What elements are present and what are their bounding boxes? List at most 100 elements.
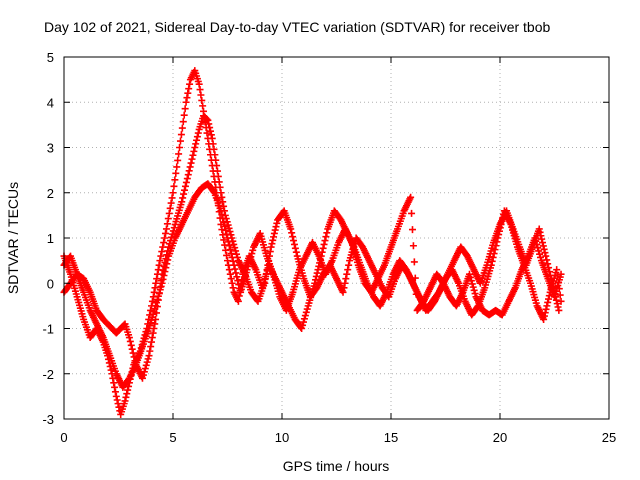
data-point [181, 105, 189, 113]
data-point [152, 279, 160, 287]
data-point [246, 256, 254, 264]
data-point [545, 295, 553, 303]
data-point [302, 308, 310, 316]
data-point [203, 115, 211, 123]
data-point [545, 292, 553, 300]
data-point [155, 289, 163, 297]
data-point [186, 80, 194, 88]
data-point [195, 80, 203, 88]
data-point [345, 261, 353, 269]
data-point [174, 156, 182, 164]
data-point [187, 159, 195, 167]
data-point [163, 220, 171, 228]
data-point [152, 299, 160, 307]
data-point [153, 295, 161, 303]
data-point [291, 244, 299, 252]
data-point [231, 265, 239, 273]
data-point [544, 298, 552, 306]
data-point [539, 239, 547, 247]
data-point [157, 282, 165, 290]
data-point [168, 194, 176, 202]
data-point [159, 243, 167, 251]
data-point [232, 269, 240, 277]
data-point [149, 329, 157, 337]
data-point [261, 279, 269, 287]
data-point [230, 261, 238, 269]
data-point [541, 309, 549, 317]
data-point [553, 300, 561, 308]
data-point [292, 248, 300, 256]
data-point [248, 250, 256, 258]
data-point [343, 270, 351, 278]
data-point [121, 397, 129, 405]
data-point [128, 345, 136, 353]
data-point [185, 85, 193, 93]
data-point [164, 215, 172, 223]
data-point [184, 89, 192, 97]
data-point [266, 248, 274, 256]
data-point [543, 302, 551, 310]
data-point [243, 266, 251, 274]
data-point [207, 131, 215, 139]
data-point [197, 91, 205, 99]
data-point [218, 211, 226, 219]
data-point [299, 318, 307, 326]
data-point [147, 306, 155, 314]
data-point [172, 169, 180, 177]
data-point [556, 291, 564, 299]
data-point [303, 305, 311, 313]
data-point [339, 288, 347, 296]
data-point [112, 392, 120, 400]
data-point [143, 358, 151, 366]
data-point [540, 312, 548, 320]
data-point [262, 270, 270, 278]
data-point [535, 247, 543, 255]
data-point [298, 325, 306, 332]
data-point [125, 334, 133, 342]
data-point [272, 223, 280, 231]
data-point [138, 374, 146, 382]
data-point [229, 284, 237, 292]
data-point [156, 286, 164, 294]
data-point [219, 198, 227, 206]
data-point [469, 283, 477, 291]
data-point [220, 236, 228, 244]
data-point [190, 147, 198, 155]
data-point [222, 226, 230, 234]
data-point [261, 275, 269, 283]
data-point [184, 171, 192, 179]
data-point [181, 182, 189, 190]
data-point [191, 144, 199, 151]
data-point [182, 98, 190, 106]
data-point [183, 175, 191, 183]
data-point [219, 215, 227, 223]
data-point [126, 337, 134, 345]
y-tick-label: 5 [47, 50, 54, 65]
data-point [163, 260, 171, 268]
data-point [142, 361, 150, 369]
data-point [224, 234, 231, 242]
data-point [127, 341, 135, 349]
y-tick-label: -3 [42, 412, 54, 427]
data-point [409, 242, 417, 250]
data-point [540, 245, 548, 253]
data-point [199, 102, 207, 110]
data-point [129, 349, 137, 357]
data-point [206, 124, 214, 132]
data-point [541, 249, 549, 257]
data-point [189, 151, 197, 159]
data-point [213, 162, 221, 170]
y-tick-label: -2 [42, 367, 54, 382]
data-point [540, 315, 548, 323]
data-point [148, 334, 156, 342]
data-point [169, 189, 177, 197]
x-tick-label: 25 [602, 430, 616, 445]
y-tick-label: 2 [47, 186, 54, 201]
data-point [113, 396, 121, 404]
data-point [224, 238, 232, 246]
data-point [178, 124, 186, 132]
data-point [557, 297, 565, 305]
data-point [287, 225, 295, 233]
data-point [226, 246, 234, 254]
